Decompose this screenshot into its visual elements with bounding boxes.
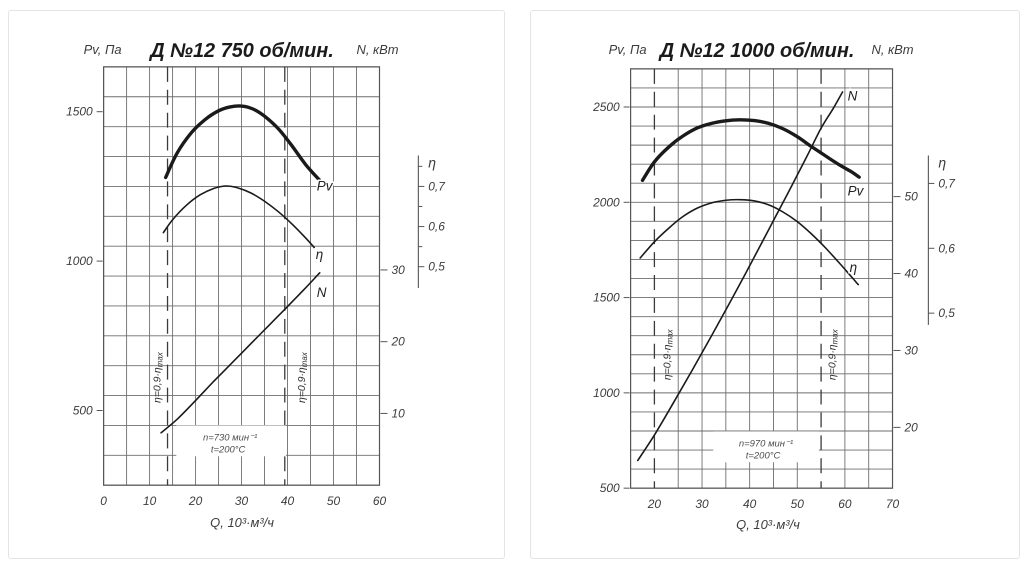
eta-axis-title: η: [938, 154, 946, 170]
pv-axis-title: Pv, Па: [609, 42, 647, 57]
curve-label-pv: Pv: [848, 183, 865, 198]
chart-card-1000: 500 1000 1500 2000 2500 20 30 40 50 60 70 20 30 40 50 0…: [530, 10, 1020, 559]
n-axis-ticks: 20 30 40 50: [893, 190, 918, 434]
eta-boundary-lines: [653, 68, 822, 489]
eta-boundary-label-right: η=0,9·ηmax: [828, 328, 840, 380]
pv-tick-label: 1000: [66, 254, 93, 268]
annotation-temperature: t=200°C: [211, 444, 246, 455]
curve-label-pv: Pv: [317, 178, 334, 193]
chart-card-750: 500 1000 1500 0 10 20 30 40 50 60 10 20 30 0,7 0,6 0,5 …: [8, 10, 505, 559]
n-tick-label: 30: [904, 343, 918, 357]
eta-tick-label: 0,7: [938, 176, 955, 190]
eta-boundary-label-right: η=0,9·ηmax: [297, 351, 309, 403]
eta-tick-label: 0,5: [428, 260, 445, 274]
x-tick-label: 40: [281, 494, 295, 508]
n-axis-title: N, кВт: [871, 42, 913, 57]
x-axis-ticks: 0 10 20 30 40 50 60: [100, 494, 386, 508]
pv-tick-label: 1500: [66, 105, 93, 119]
pv-tick-label: 1500: [593, 291, 620, 305]
x-tick-label: 70: [886, 497, 900, 511]
x-tick-label: 50: [791, 497, 805, 511]
n-tick-label: 50: [904, 190, 918, 204]
x-axis-ticks: 20 30 40 50 60 70: [647, 497, 900, 511]
x-tick-label: 30: [235, 494, 249, 508]
pv-axis-ticks: 500 1000 1500 2000 2500: [592, 100, 630, 495]
eta-scale: 0,7 0,6 0,5: [927, 155, 955, 325]
curve-label-eta: η: [850, 260, 857, 275]
annotation-backdrop: [713, 431, 819, 463]
pv-axis-title: Pv, Па: [84, 42, 122, 57]
curve-eta: [162, 185, 315, 249]
n-axis-title: N, кВт: [356, 42, 398, 57]
eta-tick-label: 0,5: [938, 306, 955, 320]
eta-tick-label: 0,7: [428, 179, 445, 193]
grid-lines: [103, 66, 380, 486]
chart-title: Д №12 750 об/мин.: [148, 40, 334, 62]
curve-eta: [639, 198, 860, 286]
curve-label-eta: η: [316, 247, 323, 262]
x-tick-label: 20: [188, 494, 203, 508]
curve-Pv: [640, 118, 861, 183]
x-tick-label: 20: [647, 497, 662, 511]
curve-Pv: [163, 104, 322, 183]
pv-tick-label: 2000: [592, 195, 620, 209]
n-tick-label: 10: [391, 406, 405, 420]
x-tick-label: 40: [743, 497, 757, 511]
curve-N: [160, 272, 321, 434]
x-tick-label: 50: [327, 494, 341, 508]
plot-border: [629, 68, 894, 489]
x-axis-title: Q, 10³·м³/ч: [736, 517, 800, 532]
annotation-speed: n=730 мин⁻¹: [203, 432, 257, 443]
chart-generated-layer: 500 1000 1500 0 10 20 30 40 50 60 10 20 30 0,7 0,6 0,5: [66, 66, 445, 508]
eta-tick-label: 0,6: [428, 220, 445, 234]
n-tick-label: 20: [390, 335, 405, 349]
eta-boundary-label-left: η=0,9·ηmax: [152, 351, 164, 403]
pv-tick-label: 1000: [593, 386, 620, 400]
pv-tick-label: 500: [600, 481, 620, 495]
plot-border: [103, 66, 381, 486]
eta-tick-label: 0,6: [938, 241, 955, 255]
curve-label-n: N: [848, 89, 858, 104]
pv-tick-label: 2500: [592, 100, 620, 114]
x-tick-label: 0: [100, 494, 107, 508]
chart-title: Д №12 1000 об/мин.: [658, 40, 855, 62]
curve-N: [636, 91, 844, 462]
curve-label-n: N: [317, 285, 327, 300]
n-tick-label: 40: [904, 267, 918, 281]
x-axis-title: Q, 10³·м³/ч: [210, 515, 274, 530]
x-tick-label: 30: [695, 497, 709, 511]
annotation-speed: n=970 мин⁻¹: [739, 438, 793, 449]
n-tick-label: 20: [903, 420, 918, 434]
n-axis-ticks: 10 20 30: [380, 263, 405, 420]
pv-axis-ticks: 500 1000 1500: [66, 105, 103, 417]
eta-axis-title: η: [428, 154, 436, 170]
x-tick-label: 60: [838, 497, 852, 511]
eta-boundary-label-left: η=0,9·ηmax: [662, 328, 674, 380]
annotation-backdrop: [176, 425, 286, 457]
x-tick-label: 10: [143, 494, 157, 508]
n-tick-label: 30: [391, 263, 405, 277]
annotation-temperature: t=200°C: [746, 450, 781, 461]
x-tick-label: 60: [373, 494, 387, 508]
eta-scale: 0,7 0,6 0,5: [417, 155, 445, 288]
pv-tick-label: 500: [73, 403, 93, 417]
